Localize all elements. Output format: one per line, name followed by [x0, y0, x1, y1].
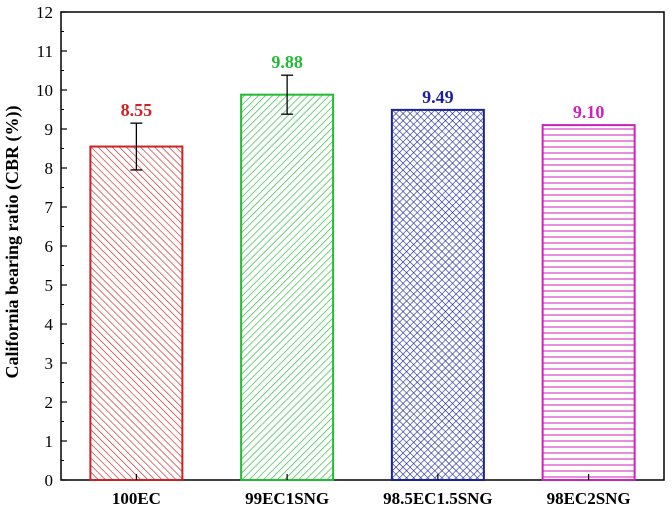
y-tick-label: 4: [45, 315, 54, 334]
bar-98.5EC1.5SNG[interactable]: [390, 108, 485, 481]
bar-100EC[interactable]: [89, 145, 184, 482]
y-axis-title: California bearing ratio (CBR (%)): [2, 106, 23, 379]
y-tick-label: 9: [45, 120, 54, 139]
y-tick-label: 6: [45, 237, 54, 256]
y-tick-label: 5: [45, 276, 54, 295]
y-tick-label: 1: [45, 432, 54, 451]
x-tick-label: 98EC2SNG: [547, 489, 631, 508]
y-tick-label: 8: [45, 159, 54, 178]
value-label: 9.49: [422, 87, 454, 107]
value-label: 9.10: [573, 102, 605, 122]
x-tick-label: 100EC: [112, 489, 161, 508]
y-tick-label: 7: [45, 198, 54, 217]
x-tick-label: 98.5EC1.5SNG: [383, 489, 493, 508]
bar-98EC2SNG[interactable]: [541, 124, 636, 481]
y-tick-label: 10: [36, 81, 53, 100]
y-tick-label: 0: [45, 471, 54, 490]
value-label: 8.55: [121, 100, 153, 120]
value-label: 9.88: [271, 52, 303, 72]
y-tick-label: 3: [45, 354, 54, 373]
y-tick-label: 2: [45, 393, 54, 412]
y-tick-label: 11: [37, 42, 53, 61]
x-tick-label: 99EC1SNG: [245, 489, 329, 508]
bar-99EC1SNG[interactable]: [240, 93, 335, 482]
y-tick-label: 12: [36, 3, 53, 22]
